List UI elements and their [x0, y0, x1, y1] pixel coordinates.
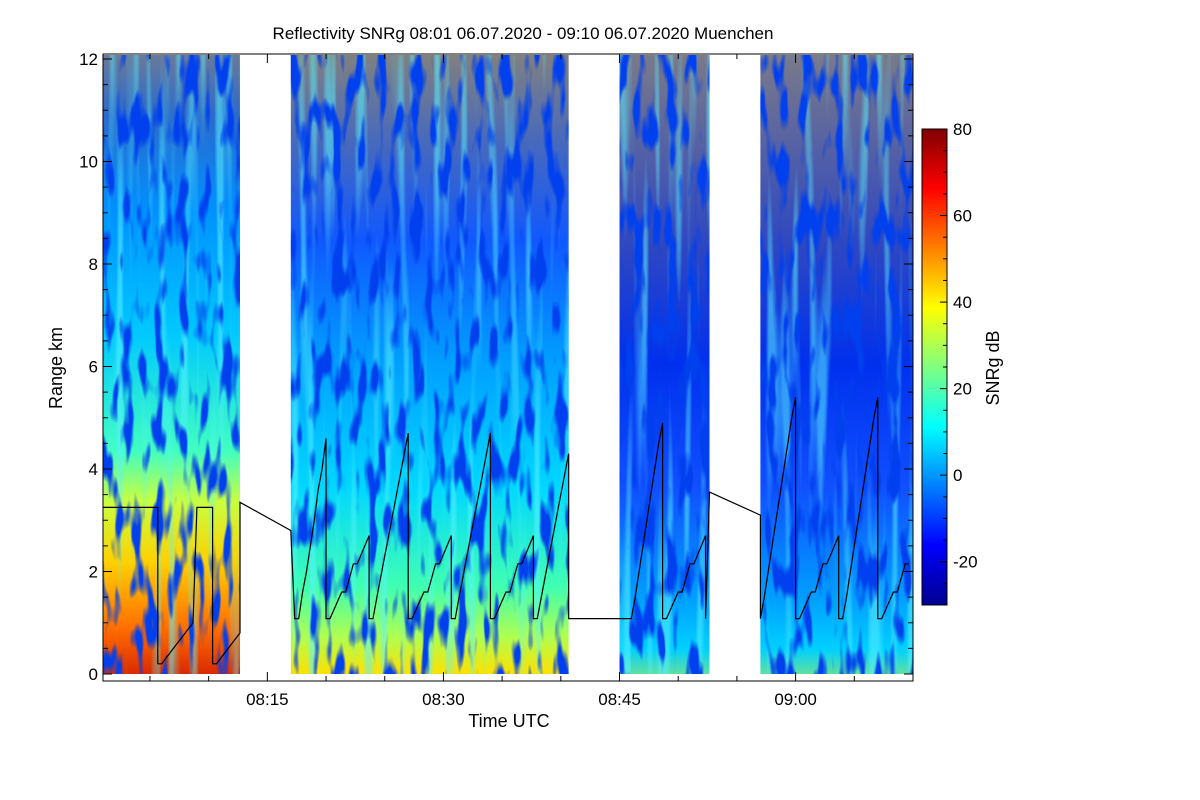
- heatmap-speckle: [103, 55, 240, 674]
- x-axis-label: Time UTC: [468, 711, 549, 731]
- y-axis-label: Range km: [46, 327, 66, 409]
- colorbar-tick-label: 20: [953, 380, 972, 399]
- y-tick-label: 10: [79, 153, 98, 172]
- y-tick-label: 12: [79, 50, 98, 69]
- y-tick-label: 8: [89, 255, 98, 274]
- x-tick-label: 08:45: [598, 690, 641, 709]
- heatmap-speckle: [760, 55, 913, 674]
- heatmap-speckle: [290, 55, 569, 674]
- x-tick-label: 09:00: [774, 690, 817, 709]
- y-tick-label: 4: [89, 460, 98, 479]
- chart-title: Reflectivity SNRg 08:01 06.07.2020 - 09:…: [273, 24, 774, 43]
- y-tick-label: 0: [89, 665, 98, 684]
- colorbar-label: SNRg dB: [983, 330, 1003, 405]
- colorbar-tick-label: 80: [953, 120, 972, 139]
- x-tick-label: 08:30: [422, 690, 465, 709]
- series-line: [103, 397, 910, 665]
- colorbar-tick-label: 0: [953, 466, 962, 485]
- colorbar-tick-label: 60: [953, 207, 972, 226]
- x-axis: 08:15 08:30 08:45 09:00: [149, 54, 914, 709]
- colorbar-axis: -20 0 20 40 60 80: [940, 120, 978, 606]
- colorbar-tick-label: 40: [953, 293, 972, 312]
- plot-frame: [102, 53, 914, 682]
- colorbar-tick-label: -20: [953, 553, 978, 572]
- x-tick-label: 08:15: [246, 690, 289, 709]
- heatmap-speckle: [619, 55, 710, 674]
- y-tick-label: 2: [89, 563, 98, 582]
- heatmap: [103, 55, 913, 674]
- y-axis: 0 2 4 6 8 10 12: [79, 50, 913, 684]
- y-tick-label: 6: [89, 358, 98, 377]
